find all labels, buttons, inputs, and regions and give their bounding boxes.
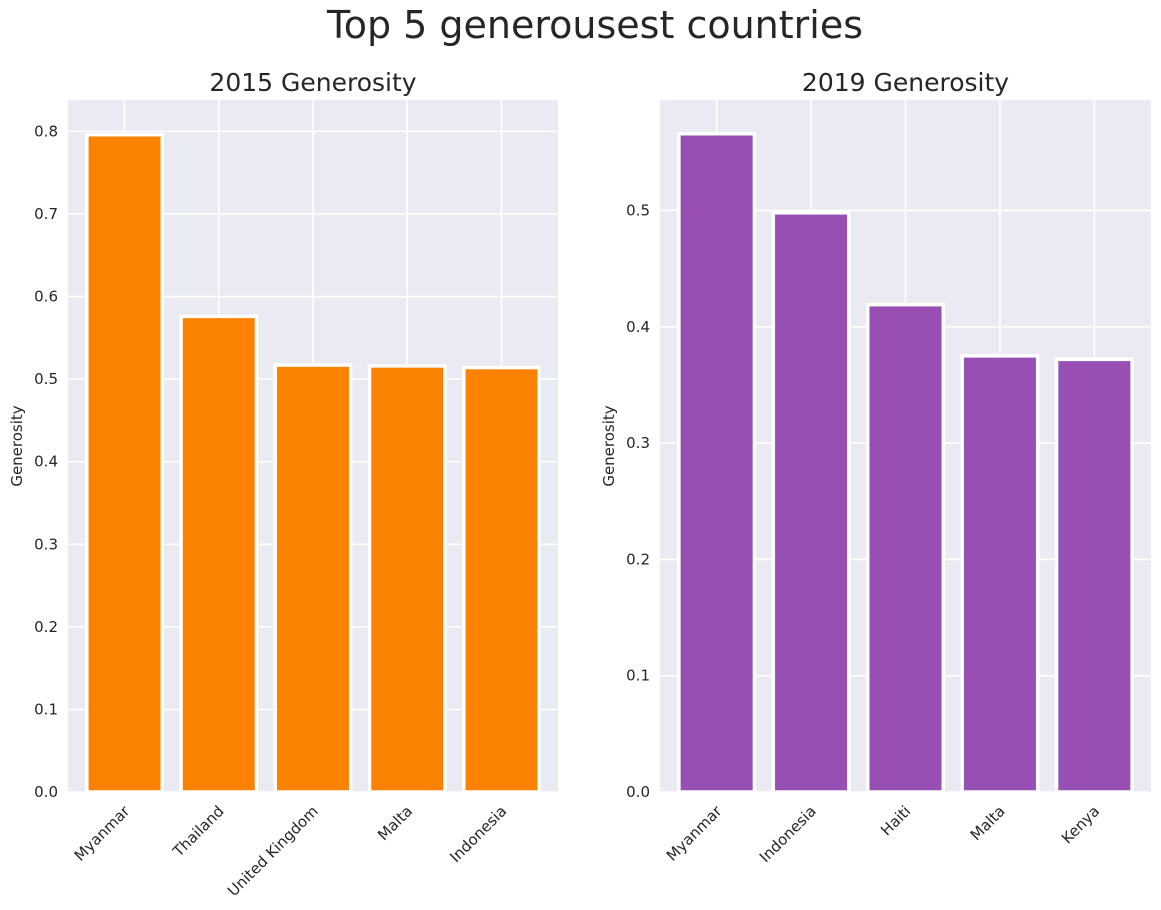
y-tick-label: 0.4 <box>34 453 58 471</box>
bar-indonesia <box>771 211 851 794</box>
bar-united-kingdom <box>273 363 353 794</box>
y-tick-label: 0.2 <box>626 550 650 568</box>
y-tick-label: 0.6 <box>34 288 58 306</box>
x-tick-label: Kenya <box>1058 802 1103 847</box>
bar-myanmar <box>85 132 164 794</box>
chart-2015-generosity: 0.0 0.1 0.2 0.3 0.4 0.5 0.6 0.7 0.8 Myanmar Thaila… <box>8 68 558 900</box>
y-tick-label: 0.2 <box>34 618 58 636</box>
y-tick-label: 0.0 <box>626 783 650 801</box>
x-tick-label: Myanmar <box>663 802 726 865</box>
y-tick-label: 0.0 <box>34 783 58 801</box>
x-tick-label: Indonesia <box>446 802 510 866</box>
bar-myanmar <box>677 131 757 794</box>
x-tick-label: Malta <box>967 802 1009 844</box>
y-tick-label: 0.7 <box>34 205 58 223</box>
y-axis-label: Generosity <box>600 405 618 486</box>
y-tick-label: 0.8 <box>34 122 58 140</box>
bar-indonesia <box>462 365 541 794</box>
bar-malta <box>960 354 1040 794</box>
x-tick-label: Indonesia <box>756 802 820 866</box>
x-tick-label: Malta <box>374 802 416 844</box>
bar-malta <box>367 364 447 794</box>
y-tick-label: 0.1 <box>626 667 650 685</box>
y-tick-label: 0.5 <box>34 370 58 388</box>
y-tick-label: 0.5 <box>626 201 650 219</box>
bar-kenya <box>1054 357 1134 794</box>
x-tick-label: United Kingdom <box>224 802 322 900</box>
x-tick-label: Myanmar <box>71 802 134 865</box>
chart-2019-generosity: 0.0 0.1 0.2 0.3 0.4 0.5 Myanmar Indonesia Haiti M… <box>600 68 1151 866</box>
figure-title: Top 5 generousest countries <box>326 3 863 47</box>
y-tick-label: 0.3 <box>626 434 650 452</box>
y-tick-label: 0.3 <box>34 535 58 553</box>
x-tick-label: Thailand <box>169 802 228 861</box>
x-tick-label: Haiti <box>877 802 914 839</box>
chart-title: 2015 Generosity <box>209 68 416 97</box>
y-tick-label: 0.1 <box>34 700 58 718</box>
bar-haiti <box>865 302 946 794</box>
chart-title: 2019 Generosity <box>802 68 1009 97</box>
bar-thailand <box>179 314 259 794</box>
y-axis-label: Generosity <box>8 405 26 486</box>
y-tick-label: 0.4 <box>626 318 650 336</box>
